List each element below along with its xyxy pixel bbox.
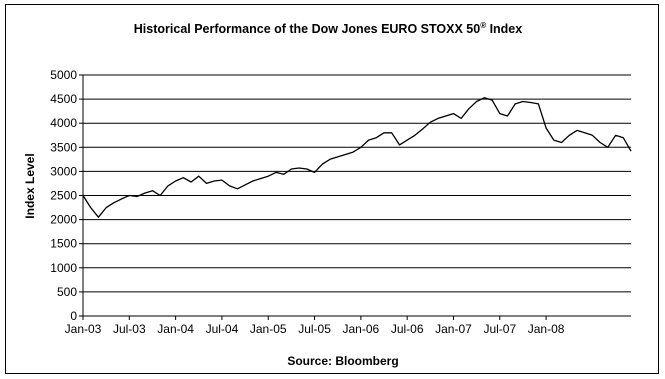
y-tick-label: 2000 <box>50 213 77 227</box>
y-tick-label: 4000 <box>50 116 77 130</box>
y-tick-label: 3500 <box>50 140 77 154</box>
y-tick-label: 3000 <box>50 164 77 178</box>
index-level-line <box>82 97 632 218</box>
chart-title: Historical Performance of the Dow Jones … <box>134 21 522 36</box>
line-chart: Historical Performance of the Dow Jones … <box>23 21 632 368</box>
x-tick-label: Jul-03 <box>113 322 146 336</box>
y-tick-label: 2500 <box>50 189 77 203</box>
x-tick-label: Jan-04 <box>157 322 194 336</box>
gridlines <box>83 74 631 293</box>
chart-title-superscript: ® <box>480 21 486 30</box>
x-tick-label: Jul-05 <box>298 322 331 336</box>
y-tick-label: 1500 <box>50 237 77 251</box>
x-tick-label: Jan-06 <box>343 322 380 336</box>
y-tick-label: 5000 <box>50 68 77 82</box>
x-tick-label: Jan-07 <box>435 322 472 336</box>
x-tick-label: Jul-06 <box>391 322 424 336</box>
y-tick-label: 0 <box>70 309 77 323</box>
chart-frame: Historical Performance of the Dow Jones … <box>5 4 659 374</box>
x-tick-label: Jan-08 <box>528 322 565 336</box>
y-tick-label: 4500 <box>50 92 77 106</box>
x-tick-label: Jul-07 <box>483 322 516 336</box>
x-axis-label: Source: Bloomberg <box>287 354 398 368</box>
y-tick-label: 1000 <box>50 261 77 275</box>
chart-title-suffix: Index <box>486 22 522 36</box>
x-tick-label: Jan-05 <box>250 322 287 336</box>
x-tick-label: Jan-03 <box>65 322 102 336</box>
y-axis-ticks: 0 500 1000 1500 2000 2500 3000 3500 4000 4500 5000 <box>50 68 83 323</box>
x-axis-ticks: Jan-03 Jul-03 Jan-04 Jul-04 Jan-05 Jul-05 Jan-… <box>65 316 565 336</box>
y-tick-label: 500 <box>57 285 77 299</box>
x-tick-label: Jul-04 <box>206 322 239 336</box>
y-axis-label: Index Level <box>23 153 37 218</box>
